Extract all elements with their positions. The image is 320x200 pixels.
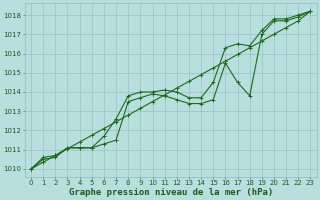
X-axis label: Graphe pression niveau de la mer (hPa): Graphe pression niveau de la mer (hPa) (68, 188, 273, 197)
